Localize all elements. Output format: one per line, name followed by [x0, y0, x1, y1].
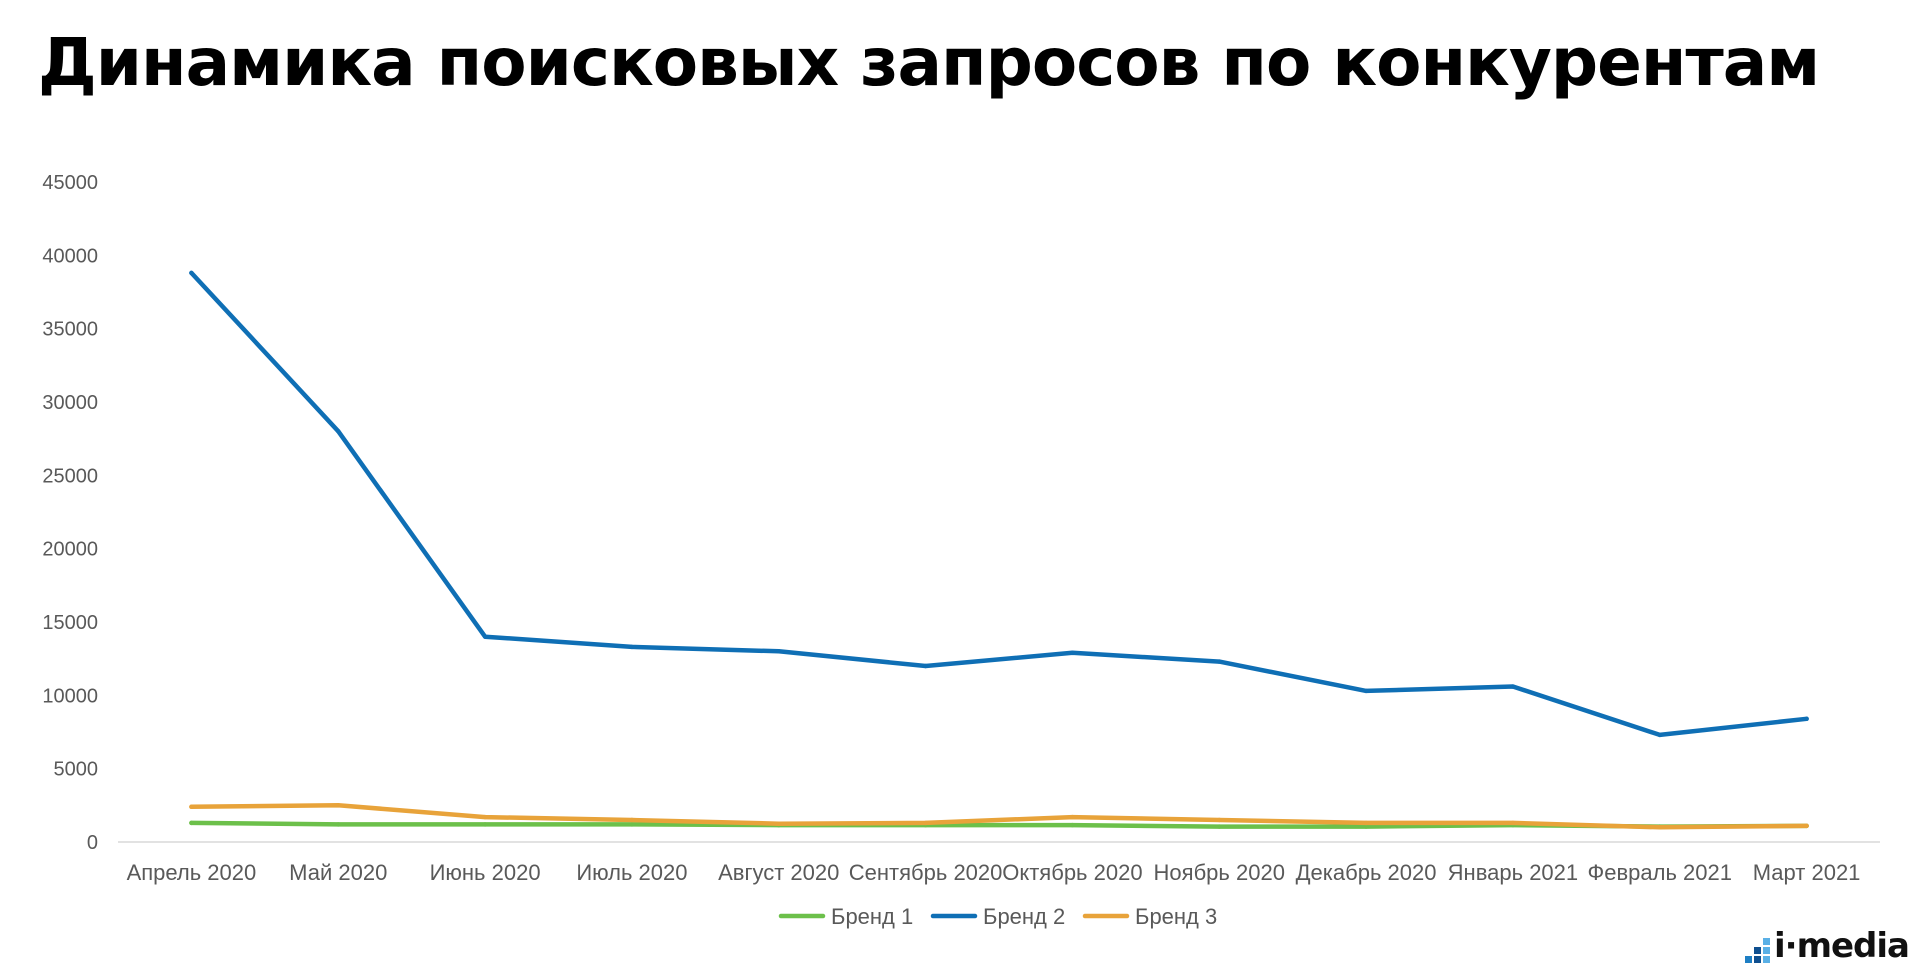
series-1-point	[1217, 824, 1222, 829]
series-1-point	[189, 820, 194, 826]
chart-title: Динамика поисковых запросов по конкурент…	[38, 24, 1820, 101]
x-tick-label: Январь 2021	[1448, 860, 1578, 885]
logo-square	[1754, 938, 1761, 945]
y-tick-label: 0	[87, 832, 98, 854]
series-2-point	[482, 634, 488, 639]
series-2-point	[189, 270, 194, 276]
series-3-point	[1510, 820, 1516, 826]
series-line-3	[189, 803, 1809, 830]
series-2-point	[1363, 688, 1369, 694]
y-tick-label: 25000	[42, 465, 98, 487]
series-2-point	[1804, 716, 1809, 721]
series-3-point	[629, 817, 635, 823]
series-2-point	[1217, 659, 1222, 664]
x-axis-ticks: Апрель 2020 Май 2020 Июнь 2020 Июль 2020 Авг…	[127, 860, 1861, 885]
legend-item-1[interactable]: Бренд 1	[778, 904, 913, 929]
x-tick-label: Ноябрь 2020	[1154, 860, 1285, 885]
logo-square	[1763, 938, 1770, 945]
series-2-point	[629, 644, 635, 650]
logo-square	[1745, 938, 1752, 945]
series-3-point	[923, 820, 928, 826]
series-2-point	[1070, 650, 1075, 655]
logo-mark-icon	[1745, 938, 1770, 963]
y-tick-label: 30000	[42, 392, 98, 414]
series-2-point	[1510, 684, 1516, 689]
logo-square	[1745, 956, 1752, 963]
x-tick-label: Май 2020	[289, 860, 387, 885]
series-1-point	[482, 822, 488, 827]
series-2-point	[336, 429, 341, 434]
y-tick-label: 10000	[42, 685, 98, 707]
legend-item-3[interactable]: Бренд 3	[1082, 904, 1217, 929]
series-3-point	[1363, 820, 1369, 826]
series-1-point	[629, 822, 635, 827]
series-3-point	[1217, 817, 1222, 823]
series-line-2	[189, 270, 1809, 738]
legend-label: Бренд 1	[831, 904, 913, 929]
series-3-point	[482, 814, 488, 820]
legend-label: Бренд 2	[983, 904, 1065, 929]
legend-item-2[interactable]: Бренд 2	[930, 904, 1065, 929]
series-1-point	[1070, 822, 1075, 828]
logo-square	[1763, 956, 1770, 963]
series-1-point	[336, 822, 341, 827]
y-tick-label: 15000	[42, 612, 98, 634]
logo-square	[1745, 947, 1752, 954]
x-tick-label: Октябрь 2020	[1002, 860, 1142, 885]
y-tick-label: 5000	[54, 759, 99, 781]
y-tick-label: 35000	[42, 319, 98, 341]
series-2-point	[1657, 732, 1662, 738]
x-tick-label: Июль 2020	[576, 860, 687, 885]
legend[interactable]: Бренд 1 Бренд 2 Бренд 3	[778, 904, 1217, 929]
series-3-point	[1657, 825, 1662, 830]
logo-square	[1754, 947, 1761, 954]
logo-text: i·media	[1774, 926, 1910, 966]
y-tick-label: 20000	[42, 539, 98, 561]
series-3-point	[1804, 823, 1809, 829]
x-tick-label: Февраль 2021	[1588, 860, 1732, 885]
imedia-logo: i·media	[1745, 926, 1910, 966]
series-lines	[189, 270, 1809, 830]
legend-label: Бренд 3	[1135, 904, 1217, 929]
x-tick-label: Декабрь 2020	[1296, 860, 1437, 885]
x-tick-label: Апрель 2020	[127, 860, 257, 885]
x-tick-label: Июнь 2020	[430, 860, 541, 885]
series-1-point	[1363, 824, 1369, 829]
x-tick-label: Август 2020	[718, 860, 839, 885]
y-tick-label: 45000	[42, 172, 98, 194]
series-3-point	[336, 803, 341, 808]
series-3-point	[1070, 814, 1075, 820]
series-3-point	[189, 804, 194, 809]
y-axis-ticks: 0 5000 10000 15000 20000 25000 30000 35000 40000…	[42, 172, 98, 854]
logo-square	[1763, 947, 1770, 954]
series-2-point	[776, 649, 781, 654]
logo-square	[1754, 956, 1761, 963]
series-2-point	[923, 663, 928, 669]
x-tick-label: Сентябрь 2020	[849, 860, 1003, 885]
y-tick-label: 40000	[42, 245, 98, 267]
series-3-point	[776, 821, 781, 826]
x-tick-label: Март 2021	[1753, 860, 1861, 885]
